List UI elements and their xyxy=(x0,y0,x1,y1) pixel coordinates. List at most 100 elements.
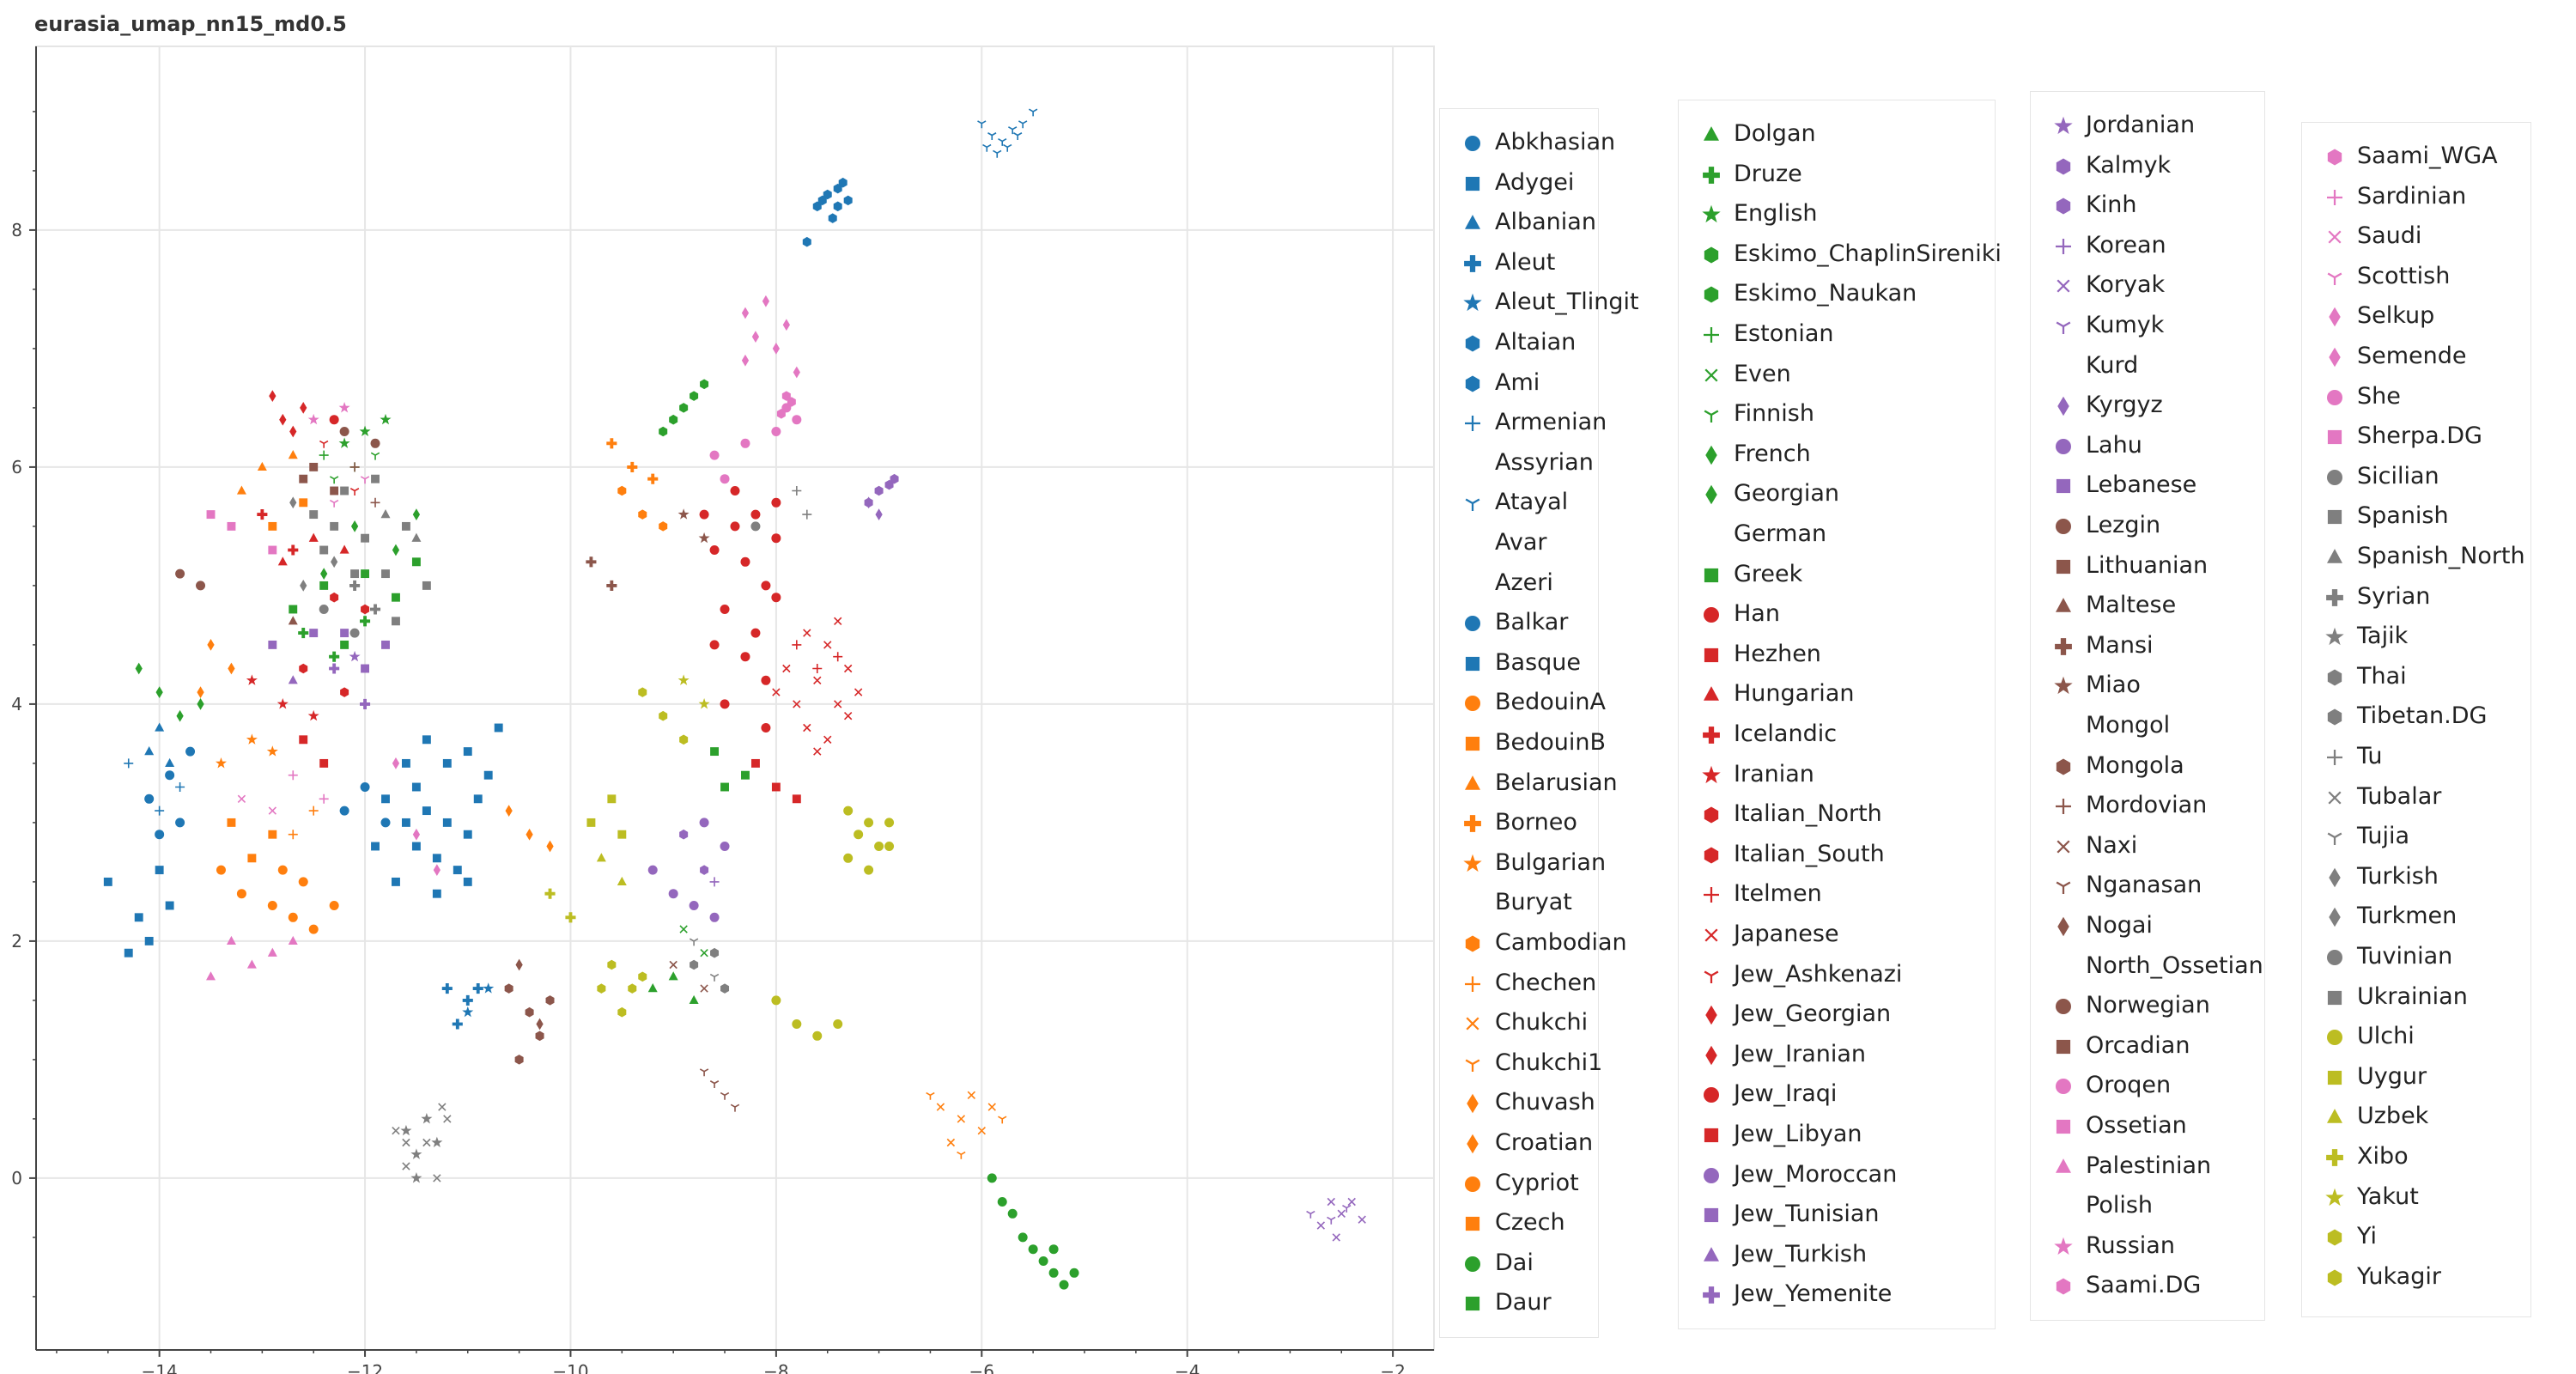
data-point xyxy=(514,1055,524,1065)
legend-marker xyxy=(2325,627,2344,646)
data-point xyxy=(462,1006,474,1018)
legend-marker-icon xyxy=(1705,1005,1717,1025)
legend-item: Druze xyxy=(1679,156,1995,191)
legend-marker xyxy=(2328,230,2342,244)
data-point xyxy=(165,757,175,768)
legend-label: Nogai xyxy=(2086,912,2153,939)
legend-item: Semende xyxy=(2302,338,2530,373)
data-point xyxy=(483,770,493,780)
legend-label: Nganasan xyxy=(2086,872,2202,899)
legend-marker xyxy=(2327,510,2342,525)
series-Maltese xyxy=(288,616,298,625)
data-point xyxy=(698,698,710,709)
data-point xyxy=(741,307,750,319)
legend-marker xyxy=(2057,279,2070,293)
data-point xyxy=(730,521,740,532)
data-point xyxy=(586,556,597,568)
series-Kyrgyz xyxy=(865,496,883,520)
legend-item: Greek xyxy=(1679,556,1995,591)
data-point xyxy=(360,698,371,709)
data-point xyxy=(319,545,329,555)
legend-label: Adygei xyxy=(1495,168,1575,196)
data-point xyxy=(227,521,236,531)
y-tick-label: 6 xyxy=(11,457,22,477)
legend-marker-icon xyxy=(1704,847,1719,864)
legend-label: Ossetian xyxy=(2086,1112,2187,1139)
legend-label: Turkmen xyxy=(2357,903,2458,930)
data-point xyxy=(792,640,802,650)
series-Uzbek xyxy=(596,853,627,886)
legend-label: Spanish xyxy=(2357,502,2449,530)
legend-label: Croatian xyxy=(1495,1129,1594,1156)
data-point xyxy=(668,889,678,899)
legend-item: Kalmyk xyxy=(2031,148,2264,182)
legend-label: Aleut_Tlingit xyxy=(1495,289,1639,316)
data-point xyxy=(709,450,720,460)
series-Tibetan.DG xyxy=(720,983,730,994)
data-point xyxy=(494,723,503,733)
legend-marker-icon xyxy=(1463,854,1482,872)
series-Thai xyxy=(690,947,720,970)
legend-item: Cypriot xyxy=(1440,1165,1598,1200)
legend-item: Ossetian xyxy=(2031,1108,2264,1142)
data-point xyxy=(1059,1280,1069,1290)
legend-item: Balkar xyxy=(1440,605,1598,639)
data-point xyxy=(864,818,874,828)
data-point xyxy=(787,397,796,407)
data-point xyxy=(289,425,297,438)
data-point xyxy=(392,877,400,886)
data-point xyxy=(700,865,709,875)
legend-label: Yi xyxy=(2357,1223,2378,1250)
legend-marker xyxy=(2329,867,2341,888)
legend-marker xyxy=(2327,950,2342,965)
legend-label: French xyxy=(1734,440,1811,467)
series-Lahu xyxy=(647,865,720,922)
legend-item: Aleut xyxy=(1440,245,1598,279)
data-point xyxy=(817,195,827,206)
data-point xyxy=(792,415,802,425)
data-point xyxy=(617,876,627,886)
data-point xyxy=(710,747,720,757)
legend-marker-icon xyxy=(1704,286,1719,303)
data-point xyxy=(720,983,730,994)
data-point xyxy=(268,521,277,531)
legend-marker xyxy=(2328,791,2342,805)
data-point xyxy=(411,842,421,851)
legend-marker xyxy=(1704,568,1719,582)
legend-marker-icon xyxy=(1465,1217,1480,1231)
legend-item: Adygei xyxy=(1440,165,1598,199)
series-Jew_Georgian xyxy=(279,402,307,426)
legend-marker xyxy=(1704,410,1719,423)
data-point xyxy=(525,1006,534,1018)
data-point xyxy=(812,664,823,673)
data-point xyxy=(803,629,811,637)
data-point xyxy=(884,479,894,490)
legend-marker xyxy=(1465,176,1480,191)
data-point xyxy=(740,438,750,448)
data-point xyxy=(361,533,370,543)
legend-marker-icon xyxy=(2056,758,2071,775)
legend-marker-icon xyxy=(2327,950,2342,965)
data-point xyxy=(1337,1209,1346,1218)
legend-marker xyxy=(2325,1188,2344,1206)
data-point xyxy=(679,403,689,413)
legend-item: Naxi xyxy=(2031,828,2264,862)
legend-marker-icon xyxy=(2327,149,2342,166)
legend-marker-icon xyxy=(1704,970,1719,983)
data-point xyxy=(617,1006,627,1018)
legend-item: BedouinA xyxy=(1440,684,1606,719)
legend-label: Japanese xyxy=(1734,921,1839,947)
series-Jew_Ashkenazi xyxy=(319,440,360,495)
legend-marker xyxy=(2056,1119,2071,1134)
series-Palestinian xyxy=(206,935,298,981)
data-point xyxy=(1048,1268,1059,1278)
legend-marker-icon xyxy=(2056,321,2071,334)
data-point xyxy=(380,818,391,828)
legend-item: Chukchi1 xyxy=(1440,1045,1602,1079)
legend-label: Daur xyxy=(1495,1289,1552,1316)
legend-marker xyxy=(1703,727,1720,744)
series-Miao xyxy=(677,508,710,544)
data-point xyxy=(690,959,699,970)
legend-marker-icon xyxy=(1465,976,1480,992)
legend-marker-icon xyxy=(1465,1255,1480,1272)
